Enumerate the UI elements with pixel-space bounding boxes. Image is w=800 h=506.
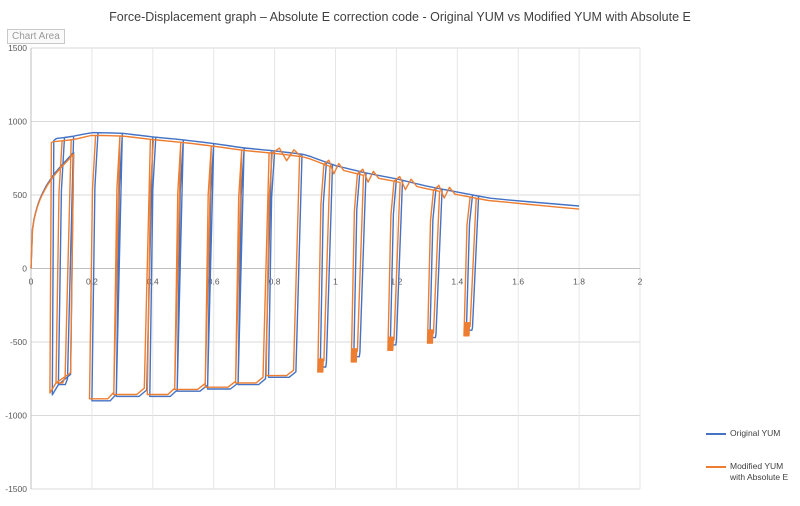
x-tick-label: 0.4 [147, 277, 159, 287]
x-tick-label: 0.2 [86, 277, 98, 287]
chart-title: Force-Displacement graph – Absolute E co… [109, 10, 691, 24]
x-tick-label: 0.6 [208, 277, 220, 287]
legend-label-original: Original YUM [730, 428, 781, 438]
series-line-modified-yum [30, 134, 580, 400]
legend-swatch-modified [706, 466, 726, 468]
x-tick-label: 0 [29, 277, 34, 287]
legend-label-modified: Modified YUM with Absolute E [730, 461, 789, 482]
legend[interactable]: Original YUM Modified YUM with Absolute … [706, 428, 798, 505]
y-tick-label: 1000 [8, 117, 27, 127]
y-tick-label: 0 [22, 264, 27, 274]
series-line-original-yum [30, 131, 580, 402]
x-tick-label: 1.8 [573, 277, 585, 287]
legend-item-original[interactable]: Original YUM [706, 428, 798, 439]
x-tick-label: 2 [638, 277, 643, 287]
legend-swatch-original [706, 433, 726, 435]
y-tick-label: 1500 [8, 43, 27, 53]
y-tick-label: -1000 [5, 411, 27, 421]
x-tick-label: 1 [333, 277, 338, 287]
y-tick-label: -1500 [5, 484, 27, 494]
legend-item-modified[interactable]: Modified YUM with Absolute E [706, 461, 798, 483]
x-tick-label: 0.8 [269, 277, 281, 287]
x-tick-label: 1.4 [451, 277, 463, 287]
y-tick-label: -500 [10, 337, 27, 347]
x-tick-label: 1.6 [512, 277, 524, 287]
chart-area-tag[interactable]: Chart Area [7, 29, 65, 44]
y-tick-label: 500 [13, 190, 27, 200]
